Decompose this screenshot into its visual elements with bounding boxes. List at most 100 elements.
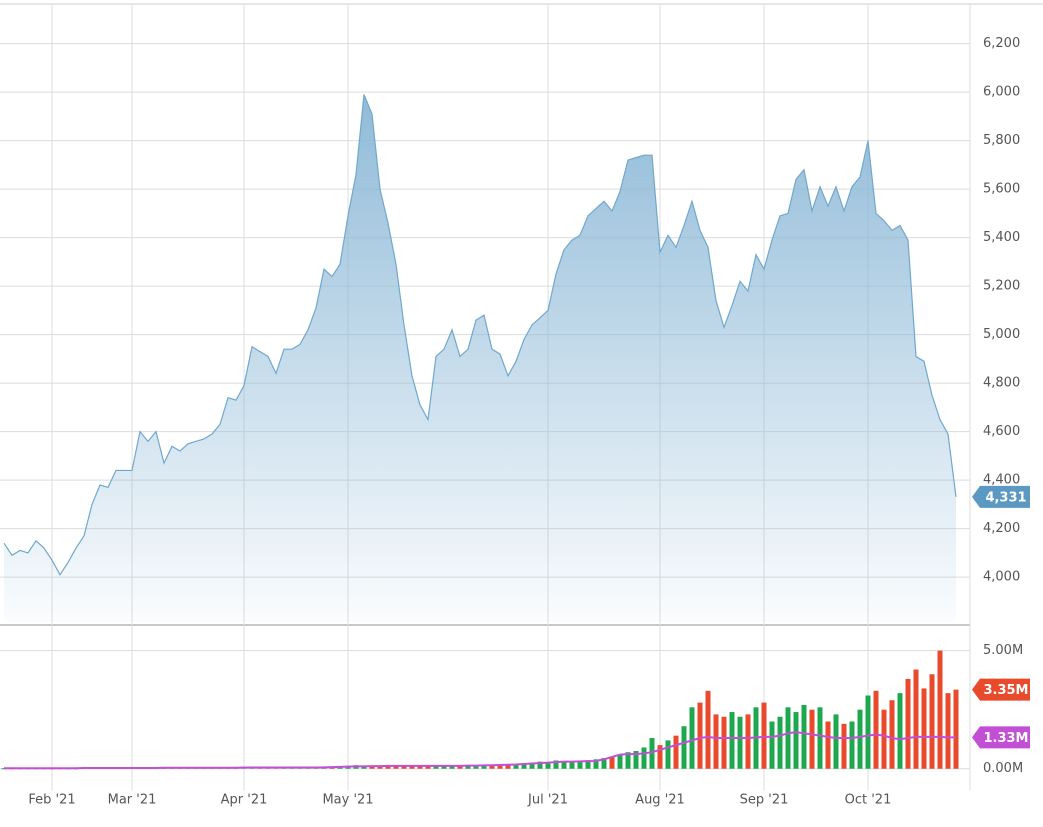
volume-bar	[577, 760, 583, 769]
volume-bar	[601, 758, 607, 769]
y-tick-label: 5,200	[983, 279, 1020, 294]
volume-bar	[553, 760, 559, 769]
volume-bar	[865, 695, 871, 769]
volume-average-line	[4, 731, 956, 770]
last-average-label-box	[972, 726, 1030, 749]
volume-bar	[385, 765, 391, 769]
y-tick-label: 6,200	[983, 36, 1020, 51]
volume-bar	[521, 763, 527, 769]
volume-bar	[921, 688, 927, 769]
price-line	[3, 94, 957, 576]
volume-bar	[705, 690, 711, 769]
last-volume-label: 3.35M	[983, 683, 1028, 698]
volume-bar	[433, 765, 439, 769]
volume-bar	[617, 754, 623, 769]
volume-bar	[817, 707, 823, 769]
volume-bar	[889, 700, 895, 769]
x-tick-label: Aug '21	[635, 793, 685, 808]
volume-bar	[713, 714, 719, 769]
volume-bar	[729, 712, 735, 769]
volume-bar	[881, 709, 887, 769]
volume-bar	[625, 752, 631, 769]
y-tick-label: 4,800	[983, 376, 1020, 391]
y-tick-label: 4,400	[983, 473, 1020, 488]
volume-bar	[937, 650, 943, 769]
volume-bar	[897, 693, 903, 769]
volume-bar	[537, 761, 543, 769]
volume-bar	[377, 766, 383, 769]
y-tick-label: 4,000	[983, 570, 1020, 585]
y-tick-label: 5.00M	[983, 643, 1023, 658]
volume-bar	[425, 765, 431, 769]
volume-bar	[745, 714, 751, 769]
volume-bar	[449, 766, 455, 769]
x-tick-label: Jul '21	[527, 793, 568, 808]
volume-bar	[401, 765, 407, 769]
volume-bar	[905, 678, 911, 769]
volume-bar	[585, 760, 591, 769]
y-tick-label: 4,200	[983, 521, 1020, 536]
volume-bar	[409, 765, 415, 769]
x-tick-label: Sep '21	[740, 793, 789, 808]
volume-bar	[489, 765, 495, 769]
volume-bar	[417, 766, 423, 769]
volume-bar	[369, 765, 375, 769]
volume-bar	[689, 707, 695, 769]
volume-bar	[497, 764, 503, 769]
volume-bar	[841, 723, 847, 769]
volume-bar	[721, 716, 727, 769]
y-tick-label: 0.00M	[983, 761, 1023, 776]
volume-bar	[641, 747, 647, 769]
volume-bar	[657, 745, 663, 769]
volume-bar	[513, 764, 519, 769]
volume-bar	[665, 740, 671, 769]
volume-bar	[465, 765, 471, 769]
volume-bar	[833, 714, 839, 769]
x-tick-label: Mar '21	[108, 793, 157, 808]
volume-bar	[473, 765, 479, 769]
volume-bar	[801, 704, 807, 769]
volume-bar	[457, 765, 463, 769]
x-tick-label: May '21	[322, 793, 373, 808]
volume-bar	[777, 716, 783, 769]
volume-bar	[505, 764, 511, 769]
y-tick-label: 5,400	[983, 230, 1020, 245]
volume-bar	[857, 709, 863, 769]
y-tick-label: 6,000	[983, 85, 1020, 100]
volume-bar	[945, 693, 951, 769]
volume-bar	[873, 690, 879, 769]
volume-bar	[545, 762, 551, 769]
last-volume-label-box	[972, 678, 1030, 701]
volume-bar	[569, 761, 575, 769]
last-average-label: 1.33M	[983, 731, 1028, 746]
volume-bar	[561, 761, 567, 769]
volume-bar	[785, 707, 791, 769]
price-area	[4, 94, 956, 622]
volume-bar	[593, 759, 599, 769]
volume-bar	[481, 765, 487, 769]
volume-bar	[737, 716, 743, 769]
volume-bar	[825, 721, 831, 769]
last-price-label: 4,331	[985, 490, 1026, 505]
x-tick-label: Apr '21	[221, 793, 268, 808]
volume-bar	[681, 726, 687, 769]
volume-bar	[953, 689, 959, 769]
volume-bar	[633, 751, 639, 769]
volume-bar	[649, 738, 655, 769]
y-tick-label: 5,800	[983, 133, 1020, 148]
volume-bar	[393, 766, 399, 769]
y-tick-label: 5,600	[983, 182, 1020, 197]
x-tick-label: Feb '21	[28, 793, 75, 808]
volume-bar	[609, 756, 615, 769]
volume-bar	[793, 712, 799, 769]
volume-bar	[769, 721, 775, 769]
volume-bar	[849, 721, 855, 769]
volume-bar	[761, 702, 767, 769]
y-tick-label: 4,600	[983, 424, 1020, 439]
volume-bar	[913, 669, 919, 769]
volume-bar	[929, 674, 935, 769]
volume-bar	[441, 766, 447, 769]
volume-bar	[697, 702, 703, 769]
y-tick-label: 5,000	[983, 327, 1020, 342]
